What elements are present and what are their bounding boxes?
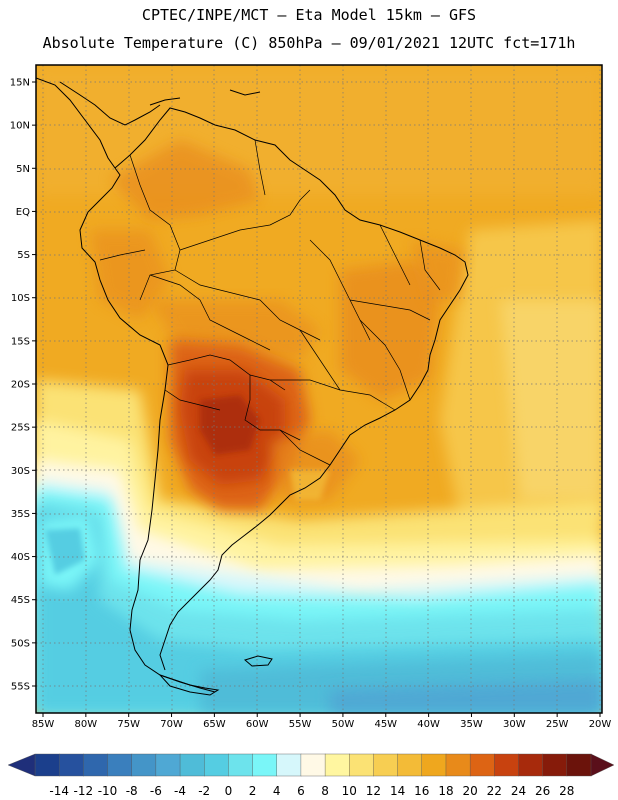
- colorbar-swatch: [34, 753, 60, 777]
- colorbar-label: 12: [366, 784, 381, 798]
- lat-tick-label: 45S: [11, 595, 30, 606]
- colorbar-right-arrow: [590, 753, 615, 777]
- colorbar-swatch: [107, 753, 133, 777]
- colorbar-label: 16: [414, 784, 429, 798]
- colorbar-swatch: [276, 753, 302, 777]
- colorbar-label: 24: [511, 784, 526, 798]
- colorbar-label: 2: [249, 784, 257, 798]
- colorbar: -14 -12 -10 -8 -6 -4 -2 0 2 4 6 8 10 12 14 16 18 20 22 24 26…: [7, 753, 615, 798]
- lat-tick-label: 15S: [11, 336, 30, 347]
- colorbar-label: 20: [462, 784, 477, 798]
- colorbar-swatch: [300, 753, 326, 777]
- colorbar-label: -2: [198, 784, 210, 798]
- colorbar-label: -12: [74, 784, 94, 798]
- temperature-field: [36, 65, 602, 713]
- lon-tick-label: 70W: [160, 719, 183, 730]
- lon-tick-label: 40W: [417, 719, 440, 730]
- colorbar-swatch: [397, 753, 423, 777]
- lon-tick-label: 75W: [117, 719, 140, 730]
- latitude-axis: 15N 10N 5N EQ 5S 10S 15S 20S 25S 30S 35S 40S 45S 50S 5…: [10, 78, 36, 693]
- lon-tick-label: 80W: [75, 719, 98, 730]
- lat-tick-label: 35S: [11, 509, 30, 520]
- map-frame: [35, 64, 603, 714]
- coastlines: [36, 77, 469, 696]
- lat-tick-label: 10N: [10, 121, 30, 132]
- colorbar-label: 22: [487, 784, 502, 798]
- colorbar-swatch: [58, 753, 84, 777]
- colorbar-swatch: [518, 753, 544, 777]
- colorbar-label: -8: [126, 784, 138, 798]
- colorbar-label: -10: [98, 784, 118, 798]
- colorbar-label: -4: [174, 784, 186, 798]
- lat-tick-label: 30S: [11, 466, 30, 477]
- colorbar-swatch: [155, 753, 181, 777]
- colorbar-label: 0: [225, 784, 233, 798]
- lat-tick-label: EQ: [16, 207, 30, 218]
- colorbar-label: 10: [342, 784, 357, 798]
- lat-tick-label: 5N: [16, 164, 30, 175]
- colorbar-swatch: [445, 753, 471, 777]
- colorbar-swatch: [349, 753, 374, 777]
- lon-tick-label: 55W: [289, 719, 312, 730]
- graticule: [36, 65, 602, 713]
- lat-tick-label: 5S: [17, 250, 30, 261]
- colorbar-swatch: [179, 753, 205, 777]
- lat-tick-label: 10S: [11, 293, 30, 304]
- colorbar-label: 26: [535, 784, 550, 798]
- lon-tick-label: 50W: [332, 719, 355, 730]
- colorbar-swatch: [228, 753, 254, 777]
- colorbar-swatch: [373, 753, 399, 777]
- lat-tick-label: 55S: [11, 682, 30, 693]
- colorbar-label: 14: [390, 784, 405, 798]
- lon-tick-label: 30W: [503, 719, 526, 730]
- colorbar-swatch: [421, 753, 447, 777]
- lat-tick-label: 25S: [11, 423, 30, 434]
- colorbar-swatch: [324, 753, 350, 777]
- lat-tick-label: 50S: [11, 638, 30, 649]
- colorbar-label: 6: [297, 784, 305, 798]
- lon-tick-label: 45W: [374, 719, 397, 730]
- lat-tick-label: 20S: [11, 380, 30, 391]
- colorbar-label: -6: [150, 784, 162, 798]
- lon-tick-label: 65W: [203, 719, 226, 730]
- lon-tick-label: 35W: [460, 719, 483, 730]
- lat-tick-label: 15N: [10, 78, 30, 89]
- map-title-line1: CPTEC/INPE/MCT – Eta Model 15km – GFS: [141, 6, 477, 24]
- lon-tick-label: 20W: [589, 719, 612, 730]
- colorbar-swatch: [252, 753, 278, 777]
- colorbar-label: 28: [559, 784, 574, 798]
- lon-tick-label: 60W: [246, 719, 269, 730]
- colorbar-swatch: [566, 753, 592, 777]
- lon-tick-label: 25W: [546, 719, 569, 730]
- colorbar-swatch: [469, 753, 495, 777]
- colorbar-swatch: [204, 753, 229, 777]
- colorbar-label: 4: [273, 784, 281, 798]
- colorbar-swatch: [83, 753, 109, 777]
- map-title-line2: Absolute Temperature (C) 850hPa – 09/01/…: [42, 34, 576, 52]
- lat-tick-label: 40S: [11, 552, 30, 563]
- longitude-axis: 85W 80W 75W 70W 65W 60W 55W 50W 45W 40W 35W 30W 25W 2…: [32, 713, 612, 730]
- colorbar-label: -14: [49, 784, 69, 798]
- country-borders: [99, 139, 441, 466]
- lon-tick-label: 85W: [32, 719, 55, 730]
- colorbar-swatch: [542, 753, 568, 777]
- colorbar-left-arrow: [7, 753, 36, 777]
- colorbar-swatch: [494, 753, 519, 777]
- colorbar-swatch: [131, 753, 157, 777]
- colorbar-label: 8: [321, 784, 329, 798]
- colorbar-label: 18: [438, 784, 453, 798]
